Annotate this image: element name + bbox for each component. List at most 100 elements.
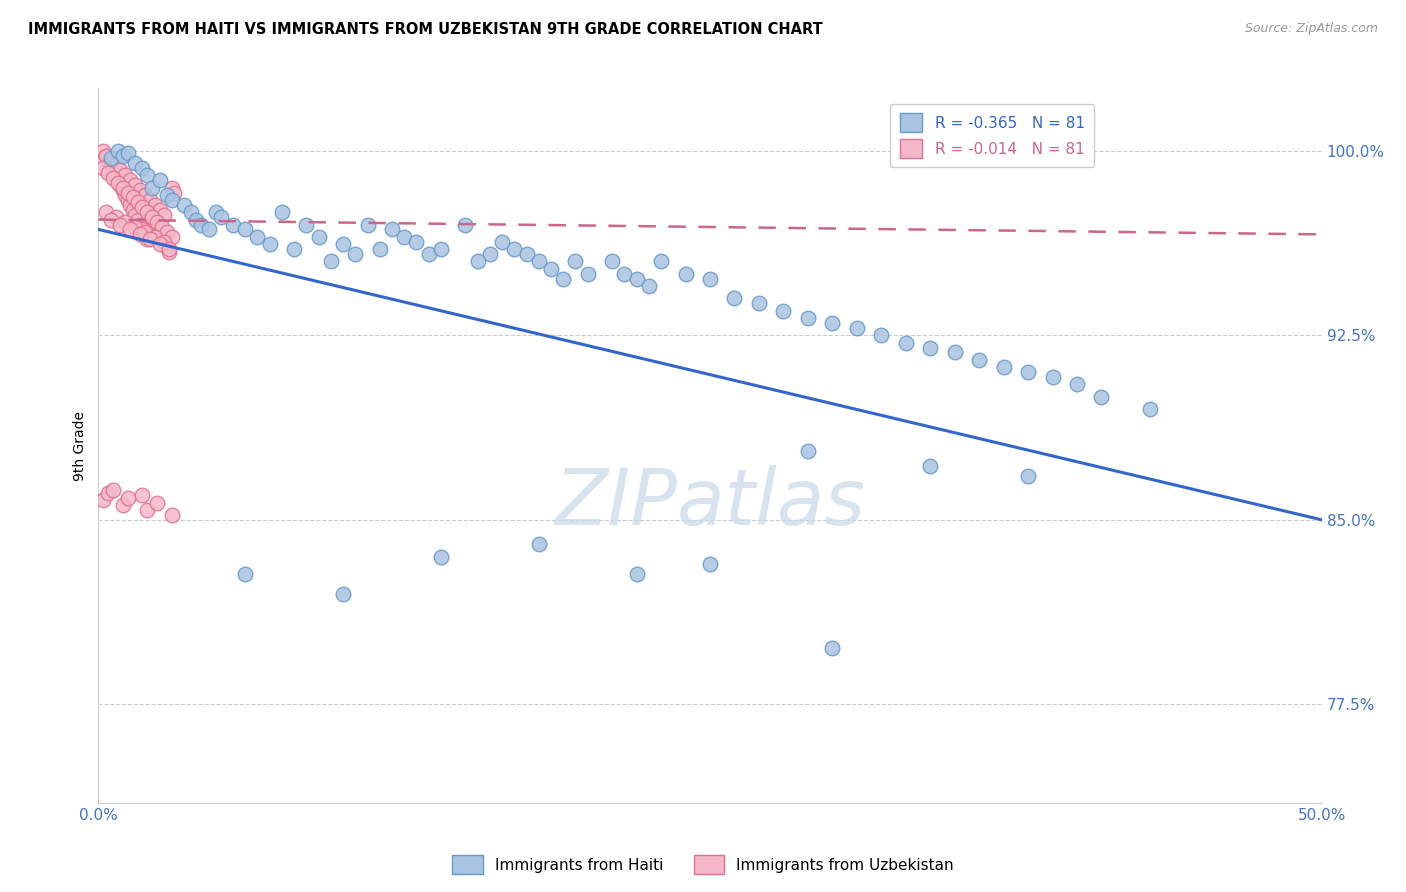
Point bbox=[478, 247, 501, 261]
Point bbox=[430, 242, 453, 256]
Point bbox=[124, 208, 146, 222]
Point bbox=[136, 205, 159, 219]
Point bbox=[160, 180, 183, 194]
Point bbox=[136, 169, 159, 183]
Point bbox=[117, 193, 139, 207]
Point bbox=[134, 188, 156, 202]
Point bbox=[1090, 390, 1112, 404]
Point bbox=[104, 210, 127, 224]
Point bbox=[233, 222, 256, 236]
Point bbox=[920, 341, 942, 355]
Point bbox=[143, 230, 166, 244]
Point bbox=[454, 218, 477, 232]
Point bbox=[141, 180, 163, 194]
Point bbox=[205, 205, 228, 219]
Point bbox=[527, 254, 550, 268]
Point bbox=[553, 271, 575, 285]
Point bbox=[943, 345, 966, 359]
Point bbox=[156, 240, 179, 254]
Point bbox=[626, 566, 648, 581]
Point bbox=[430, 549, 453, 564]
Point bbox=[117, 186, 139, 200]
Point bbox=[114, 169, 136, 183]
Point bbox=[491, 235, 513, 249]
Point bbox=[150, 219, 173, 234]
Point bbox=[157, 244, 180, 259]
Point bbox=[153, 235, 176, 249]
Point bbox=[920, 458, 942, 473]
Point bbox=[418, 247, 440, 261]
Point bbox=[124, 178, 146, 193]
Point bbox=[675, 267, 697, 281]
Point bbox=[222, 218, 245, 232]
Point bbox=[100, 212, 122, 227]
Point bbox=[157, 242, 180, 256]
Point bbox=[107, 144, 129, 158]
Point bbox=[993, 360, 1015, 375]
Point bbox=[153, 208, 176, 222]
Point bbox=[91, 161, 114, 175]
Point bbox=[319, 254, 342, 268]
Point bbox=[600, 254, 623, 268]
Point bbox=[94, 148, 117, 162]
Point bbox=[650, 254, 672, 268]
Y-axis label: 9th Grade: 9th Grade bbox=[73, 411, 87, 481]
Point bbox=[117, 491, 139, 505]
Point bbox=[107, 173, 129, 187]
Point bbox=[97, 153, 120, 168]
Point bbox=[91, 493, 114, 508]
Point bbox=[1139, 402, 1161, 417]
Point bbox=[173, 198, 195, 212]
Point bbox=[180, 205, 202, 219]
Point bbox=[308, 230, 330, 244]
Point bbox=[150, 230, 173, 244]
Point bbox=[821, 316, 844, 330]
Point bbox=[149, 237, 172, 252]
Point bbox=[141, 210, 163, 224]
Point bbox=[134, 225, 156, 239]
Point bbox=[131, 200, 153, 214]
Point bbox=[332, 587, 354, 601]
Point bbox=[143, 215, 166, 229]
Point bbox=[1042, 370, 1064, 384]
Point bbox=[139, 193, 162, 207]
Point bbox=[146, 219, 169, 234]
Point bbox=[94, 205, 117, 219]
Point bbox=[233, 566, 256, 581]
Text: ZIPatlas: ZIPatlas bbox=[554, 465, 866, 541]
Point bbox=[111, 183, 134, 197]
Point bbox=[613, 267, 636, 281]
Point bbox=[332, 237, 354, 252]
Point bbox=[129, 227, 152, 242]
Text: IMMIGRANTS FROM HAITI VS IMMIGRANTS FROM UZBEKISTAN 9TH GRADE CORRELATION CHART: IMMIGRANTS FROM HAITI VS IMMIGRANTS FROM… bbox=[28, 22, 823, 37]
Point bbox=[527, 537, 550, 551]
Point bbox=[91, 144, 114, 158]
Point bbox=[163, 186, 186, 200]
Point bbox=[160, 230, 183, 244]
Point bbox=[156, 188, 179, 202]
Point bbox=[467, 254, 489, 268]
Point bbox=[117, 146, 139, 161]
Point bbox=[104, 159, 127, 173]
Point bbox=[894, 335, 917, 350]
Point bbox=[143, 198, 166, 212]
Point bbox=[110, 178, 132, 193]
Point bbox=[515, 247, 537, 261]
Point bbox=[1066, 377, 1088, 392]
Point bbox=[121, 190, 143, 204]
Point bbox=[381, 222, 404, 236]
Point bbox=[94, 148, 117, 162]
Point bbox=[259, 237, 281, 252]
Point bbox=[160, 193, 183, 207]
Point bbox=[190, 218, 212, 232]
Point bbox=[120, 198, 142, 212]
Point bbox=[270, 205, 294, 219]
Point bbox=[139, 232, 162, 246]
Point bbox=[101, 483, 124, 498]
Point bbox=[97, 485, 120, 500]
Point bbox=[503, 242, 526, 256]
Point bbox=[246, 230, 269, 244]
Point bbox=[100, 151, 122, 165]
Point bbox=[110, 163, 132, 178]
Point bbox=[967, 352, 990, 367]
